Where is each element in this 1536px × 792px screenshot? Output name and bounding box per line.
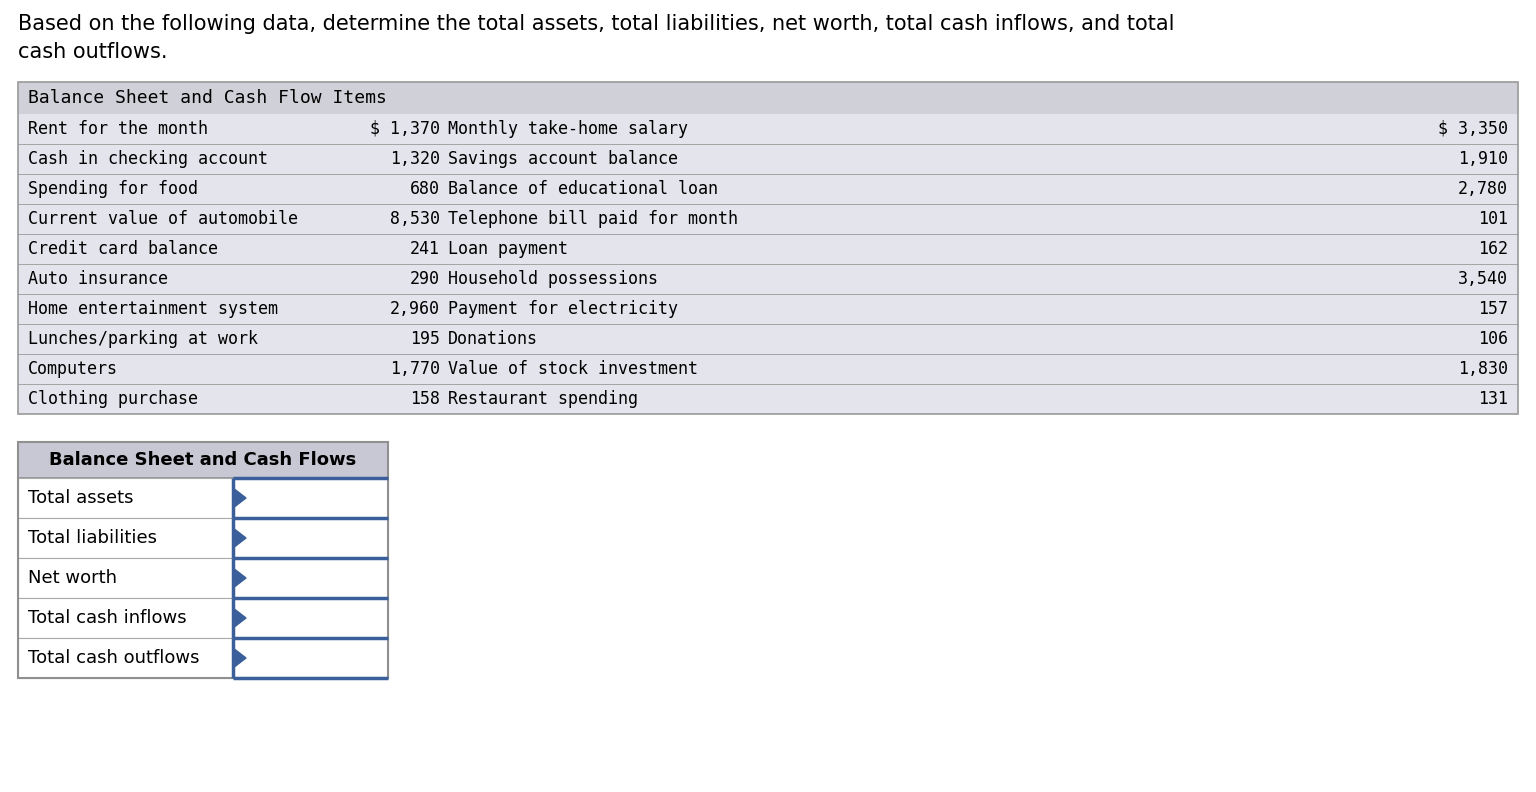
Text: Value of stock investment: Value of stock investment xyxy=(449,360,697,378)
Bar xyxy=(18,558,389,598)
Text: Spending for food: Spending for food xyxy=(28,180,198,198)
Text: Restaurant spending: Restaurant spending xyxy=(449,390,637,408)
Polygon shape xyxy=(233,528,246,548)
Text: Donations: Donations xyxy=(449,330,538,348)
Text: 158: 158 xyxy=(410,390,439,408)
Text: Total liabilities: Total liabilities xyxy=(28,529,157,547)
Text: $ 3,350: $ 3,350 xyxy=(1438,120,1508,138)
Bar xyxy=(18,442,389,478)
Text: 195: 195 xyxy=(410,330,439,348)
Text: 2,960: 2,960 xyxy=(390,300,439,318)
Bar xyxy=(18,82,1518,414)
Text: 290: 290 xyxy=(410,270,439,288)
Bar xyxy=(18,558,389,598)
Text: 157: 157 xyxy=(1478,300,1508,318)
Bar xyxy=(18,598,389,638)
Bar xyxy=(18,114,1518,414)
Text: 106: 106 xyxy=(1478,330,1508,348)
Text: Telephone bill paid for month: Telephone bill paid for month xyxy=(449,210,737,228)
Text: 8,530: 8,530 xyxy=(390,210,439,228)
Text: Savings account balance: Savings account balance xyxy=(449,150,677,168)
Text: cash outflows.: cash outflows. xyxy=(18,42,167,62)
Text: Current value of automobile: Current value of automobile xyxy=(28,210,298,228)
Text: 1,910: 1,910 xyxy=(1458,150,1508,168)
Text: Balance Sheet and Cash Flows: Balance Sheet and Cash Flows xyxy=(49,451,356,469)
Bar xyxy=(18,478,389,518)
Text: Clothing purchase: Clothing purchase xyxy=(28,390,198,408)
Text: Monthly take-home salary: Monthly take-home salary xyxy=(449,120,688,138)
Text: 131: 131 xyxy=(1478,390,1508,408)
Text: 241: 241 xyxy=(410,240,439,258)
Bar xyxy=(18,518,389,558)
Polygon shape xyxy=(233,648,246,668)
Text: 1,320: 1,320 xyxy=(390,150,439,168)
Text: Balance Sheet and Cash Flow Items: Balance Sheet and Cash Flow Items xyxy=(28,89,387,107)
Polygon shape xyxy=(233,568,246,588)
Text: Payment for electricity: Payment for electricity xyxy=(449,300,677,318)
Text: Cash in checking account: Cash in checking account xyxy=(28,150,267,168)
Text: Household possessions: Household possessions xyxy=(449,270,657,288)
Text: 162: 162 xyxy=(1478,240,1508,258)
Text: Lunches/parking at work: Lunches/parking at work xyxy=(28,330,258,348)
Text: 3,540: 3,540 xyxy=(1458,270,1508,288)
Bar xyxy=(18,442,389,678)
Bar xyxy=(18,478,389,518)
Bar xyxy=(18,82,1518,114)
Polygon shape xyxy=(233,488,246,508)
Bar xyxy=(18,442,389,478)
Bar xyxy=(18,518,389,558)
Text: Total cash outflows: Total cash outflows xyxy=(28,649,200,667)
Text: Loan payment: Loan payment xyxy=(449,240,568,258)
Text: 101: 101 xyxy=(1478,210,1508,228)
Text: 680: 680 xyxy=(410,180,439,198)
Text: Credit card balance: Credit card balance xyxy=(28,240,218,258)
Text: 1,770: 1,770 xyxy=(390,360,439,378)
Text: Balance of educational loan: Balance of educational loan xyxy=(449,180,717,198)
Bar xyxy=(18,638,389,678)
Bar xyxy=(18,598,389,638)
Text: Total assets: Total assets xyxy=(28,489,134,507)
Text: Rent for the month: Rent for the month xyxy=(28,120,207,138)
Text: Computers: Computers xyxy=(28,360,118,378)
Bar xyxy=(18,638,389,678)
Text: 2,780: 2,780 xyxy=(1458,180,1508,198)
Text: 1,830: 1,830 xyxy=(1458,360,1508,378)
Text: $ 1,370: $ 1,370 xyxy=(370,120,439,138)
Text: Auto insurance: Auto insurance xyxy=(28,270,167,288)
Text: Based on the following data, determine the total assets, total liabilities, net : Based on the following data, determine t… xyxy=(18,14,1175,34)
Text: Net worth: Net worth xyxy=(28,569,117,587)
Text: Total cash inflows: Total cash inflows xyxy=(28,609,187,627)
Text: Home entertainment system: Home entertainment system xyxy=(28,300,278,318)
Polygon shape xyxy=(233,608,246,628)
